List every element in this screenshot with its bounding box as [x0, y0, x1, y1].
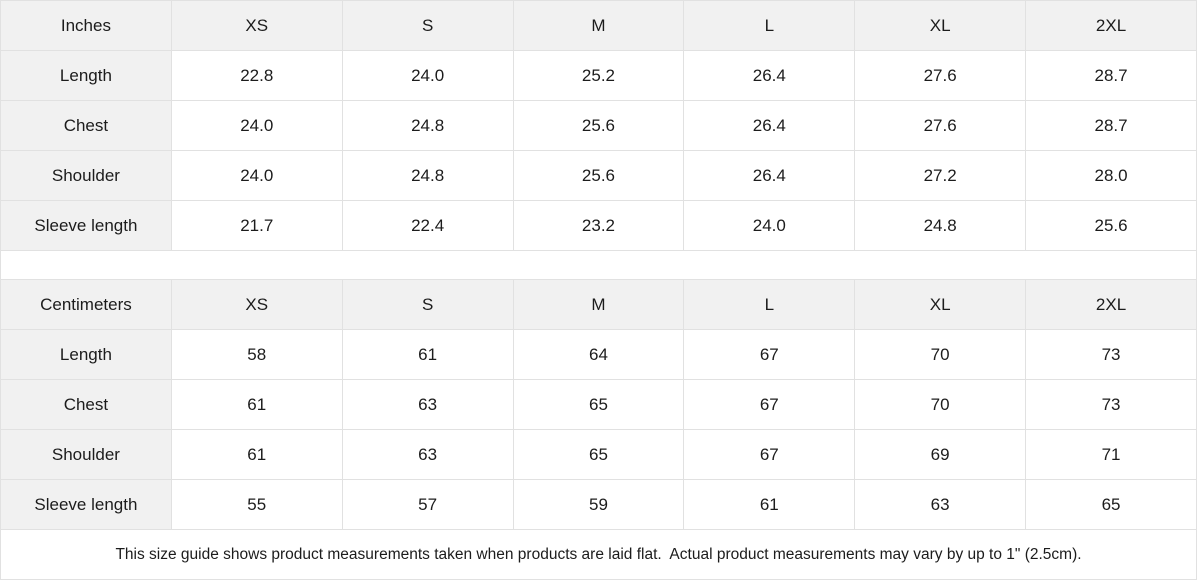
size-header-row: Centimeters XS S M L XL 2XL — [0, 279, 1197, 330]
measurement-row: Sleeve length 21.7 22.4 23.2 24.0 24.8 25.6 — [0, 200, 1197, 251]
measurement-cell: 59 — [512, 479, 685, 530]
measurement-cell: 22.8 — [170, 50, 343, 101]
measurement-row: Sleeve length 55 57 59 61 63 65 — [0, 479, 1197, 530]
measurement-cell: 67 — [683, 429, 856, 480]
size-header-cell: 2XL — [1025, 279, 1197, 330]
measurement-cell: 25.6 — [512, 100, 685, 151]
measurement-cell: 26.4 — [683, 100, 856, 151]
size-guide-note: This size guide shows product measuremen… — [0, 530, 1197, 580]
measurement-cell: 27.2 — [854, 150, 1027, 201]
row-label-cell: Shoulder — [0, 429, 172, 480]
measurement-cell: 28.0 — [1025, 150, 1197, 201]
measurement-cell: 24.8 — [854, 200, 1027, 251]
size-header-cell: XS — [170, 279, 343, 330]
measurement-row: Shoulder 24.0 24.8 25.6 26.4 27.2 28.0 — [0, 150, 1197, 201]
measurement-cell: 64 — [512, 329, 685, 380]
row-label-cell: Sleeve length — [0, 479, 172, 530]
inches-size-table: Inches XS S M L XL 2XL Length 22.8 24.0 25.2 26.4 27… — [0, 0, 1197, 251]
row-label-cell: Shoulder — [0, 150, 172, 201]
size-header-cell: XS — [170, 0, 343, 51]
row-label-cell: Chest — [0, 379, 172, 430]
measurement-cell: 28.7 — [1025, 100, 1197, 151]
size-header-cell: S — [341, 0, 514, 51]
measurement-cell: 26.4 — [683, 150, 856, 201]
measurement-cell: 73 — [1025, 379, 1197, 430]
measurement-cell: 26.4 — [683, 50, 856, 101]
measurement-cell: 61 — [341, 329, 514, 380]
size-header-cell: XL — [854, 0, 1027, 51]
measurement-cell: 69 — [854, 429, 1027, 480]
measurement-cell: 27.6 — [854, 50, 1027, 101]
measurement-cell: 27.6 — [854, 100, 1027, 151]
measurement-cell: 61 — [170, 379, 343, 430]
measurement-cell: 61 — [170, 429, 343, 480]
size-header-cell: M — [512, 0, 685, 51]
measurement-cell: 63 — [341, 379, 514, 430]
size-header-cell: 2XL — [1025, 0, 1197, 51]
measurement-cell: 61 — [683, 479, 856, 530]
row-label-cell: Length — [0, 329, 172, 380]
measurement-cell: 58 — [170, 329, 343, 380]
measurement-cell: 65 — [1025, 479, 1197, 530]
measurement-cell: 73 — [1025, 329, 1197, 380]
measurement-cell: 24.8 — [341, 150, 514, 201]
measurement-cell: 25.2 — [512, 50, 685, 101]
size-header-cell: M — [512, 279, 685, 330]
measurement-cell: 67 — [683, 379, 856, 430]
measurement-cell: 24.0 — [683, 200, 856, 251]
measurement-row: Chest 61 63 65 67 70 73 — [0, 379, 1197, 430]
measurement-cell: 71 — [1025, 429, 1197, 480]
size-header-cell: S — [341, 279, 514, 330]
centimeters-size-table: Centimeters XS S M L XL 2XL Length 58 61 64 67 70 73 C… — [0, 279, 1197, 530]
table-spacer — [0, 251, 1197, 279]
measurement-cell: 55 — [170, 479, 343, 530]
measurement-cell: 21.7 — [170, 200, 343, 251]
measurement-cell: 63 — [854, 479, 1027, 530]
measurement-cell: 65 — [512, 379, 685, 430]
measurement-cell: 23.2 — [512, 200, 685, 251]
row-label-cell: Sleeve length — [0, 200, 172, 251]
measurement-cell: 25.6 — [512, 150, 685, 201]
measurement-cell: 67 — [683, 329, 856, 380]
measurement-cell: 28.7 — [1025, 50, 1197, 101]
measurement-cell: 57 — [341, 479, 514, 530]
measurement-cell: 24.0 — [170, 100, 343, 151]
size-header-row: Inches XS S M L XL 2XL — [0, 0, 1197, 51]
measurement-cell: 65 — [512, 429, 685, 480]
size-header-cell: L — [683, 279, 856, 330]
measurement-row: Chest 24.0 24.8 25.6 26.4 27.6 28.7 — [0, 100, 1197, 151]
unit-label-cell: Centimeters — [0, 279, 172, 330]
size-header-cell: XL — [854, 279, 1027, 330]
measurement-row: Shoulder 61 63 65 67 69 71 — [0, 429, 1197, 480]
measurement-cell: 22.4 — [341, 200, 514, 251]
measurement-cell: 70 — [854, 329, 1027, 380]
measurement-cell: 70 — [854, 379, 1027, 430]
measurement-cell: 24.0 — [341, 50, 514, 101]
measurement-row: Length 22.8 24.0 25.2 26.4 27.6 28.7 — [0, 50, 1197, 101]
measurement-cell: 63 — [341, 429, 514, 480]
measurement-cell: 24.8 — [341, 100, 514, 151]
unit-label-cell: Inches — [0, 0, 172, 51]
measurement-row: Length 58 61 64 67 70 73 — [0, 329, 1197, 380]
row-label-cell: Length — [0, 50, 172, 101]
size-header-cell: L — [683, 0, 856, 51]
row-label-cell: Chest — [0, 100, 172, 151]
measurement-cell: 25.6 — [1025, 200, 1197, 251]
measurement-cell: 24.0 — [170, 150, 343, 201]
